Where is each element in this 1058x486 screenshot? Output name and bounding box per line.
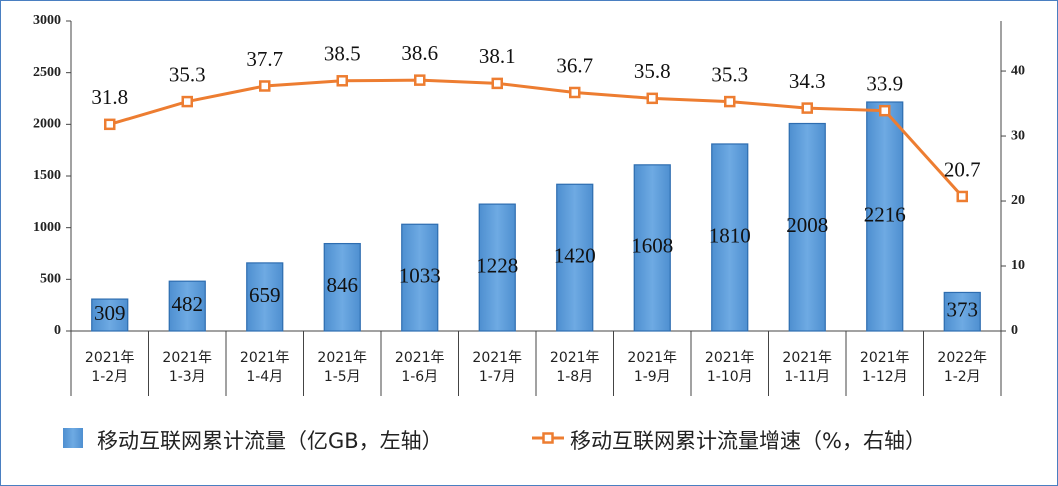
line-marker [956,190,968,203]
bar-value-label: 373 [947,298,979,322]
line-marker [879,104,891,117]
bar-value-label: 659 [249,283,281,307]
y2-tick-label: 10 [1011,258,1025,273]
line-marker [414,74,426,86]
line-marker [646,92,658,105]
legend-swatch [542,432,554,444]
line-marker [104,118,116,131]
bar-value-label: 482 [172,292,204,316]
bar-value-label: 2216 [864,202,906,226]
bar [401,223,439,332]
line-value-label: 38.5 [324,42,361,66]
bar [633,164,671,332]
bar-value-label: 1228 [476,253,518,277]
line-value-label: 36.7 [556,53,593,77]
bar [866,101,904,332]
x-tick-label: 2022年 1-2月 [937,350,988,385]
line-value-label: 38.1 [479,44,516,68]
bar-value-label: 2008 [786,213,828,237]
bar [556,183,594,332]
line-value-label: 38.6 [401,41,438,65]
bar [91,298,129,332]
line-value-label: 33.9 [866,71,903,95]
line-marker [569,86,581,99]
line-marker [181,95,193,108]
line-value-label: 35.3 [169,62,206,86]
line-marker [801,102,813,114]
bar-value-label: 1608 [631,234,673,258]
line-value-label: 20.7 [944,157,981,181]
y2-tick-label: 0 [1011,323,1018,338]
bar-value-label: 1810 [709,223,751,247]
line-value-label: 31.8 [91,85,128,109]
bar-value-label: 309 [94,301,126,325]
legend-swatch [63,428,83,448]
x-tick-label: 2021年 1-4月 [239,350,290,385]
y-tick-label: 2000 [33,117,61,132]
line [109,78,964,198]
x-tick-label: 2021年 1-3月 [162,350,213,385]
bar [711,143,749,332]
line-value-label: 35.3 [711,62,748,86]
y-tick-label: 3000 [33,13,61,28]
y-tick-label: 2500 [33,65,61,80]
line-marker [336,75,348,87]
y2-tick-label: 40 [1011,63,1025,78]
bar [323,242,361,332]
line-marker [724,95,736,108]
y-tick-label: 500 [40,272,61,287]
line-value-label: 35.8 [634,59,671,83]
line-marker [491,77,503,90]
x-tick-label: 2021年 1-9月 [627,350,678,385]
y-tick-label: 1000 [33,220,61,235]
y-tick-label: 0 [54,323,61,338]
x-tick-label: 2021年 1-7月 [472,350,523,385]
bar [168,280,206,332]
y2-tick-label: 30 [1011,128,1025,143]
bar [788,122,826,332]
line-value-label: 34.3 [789,69,826,93]
x-tick-label: 2021年 1-8月 [549,350,600,385]
x-tick-label: 2021年 1-6月 [394,350,445,385]
x-tick-label: 2021年 1-12月 [859,350,910,385]
x-tick-label: 2021年 1-5月 [317,350,368,385]
bar [478,203,516,332]
line-marker [259,80,271,92]
bar-value-label: 846 [327,273,359,297]
legend-label: 移动互联网累计流量增速（%，右轴） [570,429,926,453]
y-tick-label: 1500 [33,168,61,183]
bar [246,262,284,332]
bar-value-label: 1033 [399,263,441,287]
y2-tick-label: 20 [1011,193,1025,208]
bar-value-label: 1420 [554,243,596,267]
line-value-label: 37.7 [246,47,283,71]
bar [943,291,981,332]
x-tick-label: 2021年 1-10月 [704,350,755,385]
legend-label: 移动互联网累计流量（亿GB，左轴） [97,429,443,453]
x-tick-label: 2021年 1-11月 [782,350,833,385]
x-tick-label: 2021年 1-2月 [84,350,135,385]
